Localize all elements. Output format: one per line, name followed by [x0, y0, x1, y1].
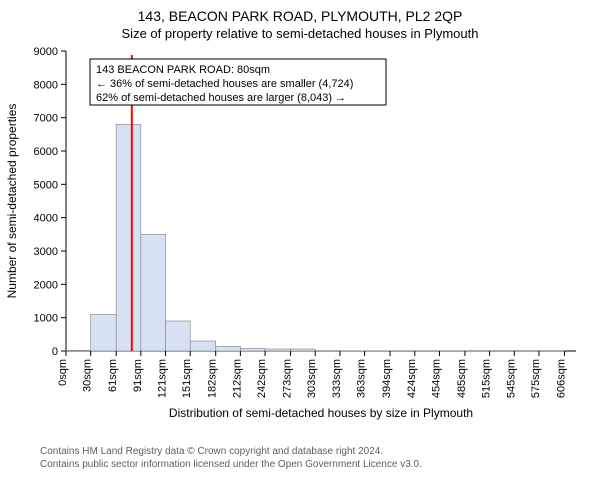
chart-subtitle: Size of property relative to semi-detach…	[0, 24, 600, 41]
x-tick-label: 363sqm	[356, 359, 368, 398]
y-tick-label: 9000	[34, 46, 58, 58]
histogram-bar	[265, 349, 291, 351]
x-tick-label: 273sqm	[282, 359, 294, 398]
x-tick-label: 424sqm	[406, 359, 418, 398]
histogram-bar	[91, 314, 117, 351]
histogram-bar	[66, 350, 91, 351]
callout-line-3: 62% of semi-detached houses are larger (…	[96, 92, 346, 104]
y-tick-label: 1000	[34, 313, 58, 325]
y-tick-label: 8000	[34, 79, 58, 91]
x-axis-label: Distribution of semi-detached houses by …	[169, 406, 473, 420]
x-tick-label: 575sqm	[530, 359, 542, 398]
y-tick-label: 3000	[34, 246, 58, 258]
x-tick-label: 91sqm	[132, 359, 144, 392]
x-tick-label: 485sqm	[456, 359, 468, 398]
x-tick-label: 454sqm	[430, 359, 442, 398]
x-tick-label: 212sqm	[231, 359, 243, 398]
x-tick-label: 545sqm	[505, 359, 517, 398]
x-tick-label: 61sqm	[107, 359, 119, 392]
y-tick-label: 6000	[34, 146, 58, 158]
x-tick-label: 303sqm	[306, 359, 318, 398]
y-tick-label: 7000	[34, 113, 58, 125]
x-tick-label: 182sqm	[207, 359, 219, 398]
y-tick-label: 5000	[34, 179, 58, 191]
chart-title: 143, BEACON PARK ROAD, PLYMOUTH, PL2 2QP	[0, 0, 600, 24]
x-tick-label: 30sqm	[82, 359, 94, 392]
x-tick-label: 0sqm	[57, 359, 69, 386]
x-tick-label: 121sqm	[157, 359, 169, 398]
chart-container: 0 1000 2000 3000 4000 5000 6000 7000 8000 9000 0sq…	[0, 41, 600, 441]
footer-line-1: Contains HM Land Registry data © Crown c…	[40, 445, 590, 458]
histogram-bar	[291, 349, 316, 351]
footer-line-2: Contains public sector information licen…	[40, 458, 590, 471]
callout-line-2: ← 36% of semi-detached houses are smalle…	[96, 78, 353, 90]
histogram-bar	[116, 124, 141, 351]
y-axis-label: Number of semi-detached properties	[5, 104, 19, 299]
y-tick-label: 0	[52, 346, 58, 358]
x-tick-label: 151sqm	[181, 359, 193, 398]
y-tick-label: 4000	[34, 213, 58, 225]
x-tick-label: 394sqm	[381, 359, 393, 398]
x-tick-label: 333sqm	[331, 359, 343, 398]
x-tick-label: 242sqm	[256, 359, 268, 398]
x-tick-label: 606sqm	[555, 359, 567, 398]
histogram-bar	[166, 321, 191, 351]
histogram-bar	[216, 346, 241, 351]
y-tick-label: 2000	[34, 279, 58, 291]
histogram-bar	[240, 348, 265, 351]
histogram-bar	[141, 234, 166, 351]
x-tick-label: 515sqm	[481, 359, 493, 398]
callout-line-1: 143 BEACON PARK ROAD: 80sqm	[96, 64, 270, 76]
footer-attribution: Contains HM Land Registry data © Crown c…	[0, 441, 600, 471]
histogram-chart: 0 1000 2000 3000 4000 5000 6000 7000 8000 9000 0sq…	[0, 41, 600, 441]
histogram-bar	[190, 341, 216, 351]
